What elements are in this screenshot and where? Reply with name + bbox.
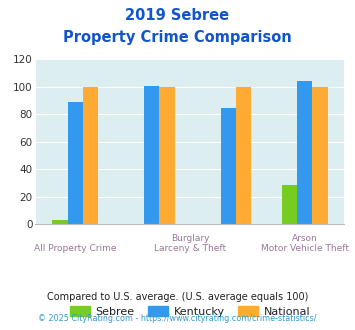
Bar <box>159 87 175 224</box>
Bar <box>144 85 159 224</box>
Text: Compared to U.S. average. (U.S. average equals 100): Compared to U.S. average. (U.S. average … <box>47 292 308 302</box>
Bar <box>67 102 83 224</box>
Bar <box>282 184 297 224</box>
Text: Arson: Arson <box>292 234 317 243</box>
Text: Larceny & Theft: Larceny & Theft <box>154 244 226 253</box>
Text: All Property Crime: All Property Crime <box>34 244 116 253</box>
Bar <box>236 87 251 224</box>
Bar <box>312 87 328 224</box>
Legend: Sebree, Kentucky, National: Sebree, Kentucky, National <box>65 301 315 321</box>
Text: Property Crime Comparison: Property Crime Comparison <box>63 30 292 45</box>
Text: 2019 Sebree: 2019 Sebree <box>125 8 230 23</box>
Bar <box>83 87 98 224</box>
Text: Motor Vehicle Theft: Motor Vehicle Theft <box>261 244 349 253</box>
Text: © 2025 CityRating.com - https://www.cityrating.com/crime-statistics/: © 2025 CityRating.com - https://www.city… <box>38 314 317 323</box>
Bar <box>297 82 312 224</box>
Bar <box>52 220 67 224</box>
Bar <box>220 108 236 224</box>
Text: Burglary: Burglary <box>171 234 209 243</box>
